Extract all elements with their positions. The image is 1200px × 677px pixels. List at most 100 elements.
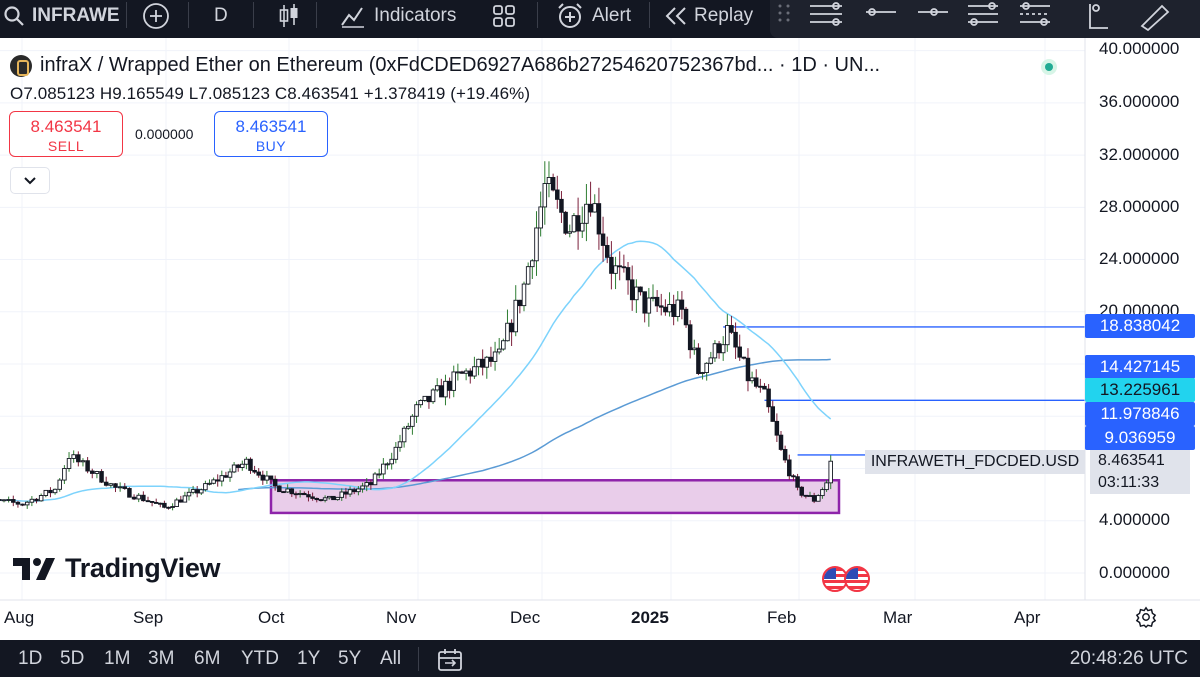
candle-body bbox=[15, 501, 21, 505]
alert-button[interactable]: Alert bbox=[556, 0, 631, 32]
indicators-button[interactable]: Indicators bbox=[340, 0, 456, 32]
candle-body bbox=[513, 299, 518, 333]
candle-body bbox=[451, 371, 456, 391]
candle-body bbox=[778, 434, 784, 450]
buy-button[interactable]: 8.463541 BUY bbox=[214, 111, 328, 157]
range-button[interactable]: 5Y bbox=[338, 648, 362, 669]
candle-body bbox=[103, 481, 109, 486]
market-status-icon[interactable] bbox=[1041, 59, 1057, 75]
layout-button[interactable] bbox=[492, 0, 516, 32]
candle-body bbox=[122, 486, 128, 489]
candle-body bbox=[725, 325, 730, 346]
candle-body bbox=[592, 203, 597, 213]
candle-body bbox=[696, 347, 701, 374]
range-button[interactable]: 1M bbox=[104, 648, 131, 669]
price-tag[interactable]: 14.427145 bbox=[1085, 355, 1195, 379]
candle-body bbox=[758, 385, 763, 388]
price-tag[interactable]: 9.036959 bbox=[1085, 426, 1195, 450]
us-flag-icon[interactable] bbox=[844, 566, 870, 592]
go-to-date-icon[interactable] bbox=[437, 648, 463, 672]
time-tick: 2025 bbox=[631, 608, 669, 627]
compare-button[interactable] bbox=[142, 0, 170, 32]
us-flag-icon[interactable] bbox=[822, 566, 848, 592]
candle-body bbox=[335, 496, 340, 501]
candle-body bbox=[546, 177, 552, 184]
candle-body bbox=[62, 468, 67, 481]
candle-body bbox=[459, 371, 465, 374]
chart-legend[interactable]: infraX / Wrapped Ether on Ethereum (0xFd… bbox=[10, 54, 880, 77]
candle-body bbox=[753, 377, 759, 387]
collapse-legend-button[interactable] bbox=[10, 167, 50, 194]
symbol-price-label: INFRAWETH_FDCDED.USD bbox=[865, 450, 1085, 474]
symbol-search[interactable]: INFRAWE bbox=[2, 0, 120, 32]
candle-body bbox=[534, 227, 539, 262]
candle-body bbox=[588, 203, 593, 213]
symbol-label: INFRAWE bbox=[32, 5, 120, 26]
search-icon bbox=[4, 6, 24, 26]
economic-events[interactable] bbox=[822, 566, 872, 592]
candle-body bbox=[174, 499, 179, 507]
candle-body bbox=[530, 260, 535, 268]
range-button[interactable]: YTD bbox=[241, 648, 279, 669]
candle-body bbox=[517, 299, 523, 307]
settings-icon[interactable] bbox=[1135, 606, 1157, 628]
candle-body bbox=[795, 476, 800, 488]
utc-clock[interactable]: 20:48:26 UTC bbox=[1069, 648, 1188, 669]
candle-body bbox=[567, 231, 573, 234]
candle-body bbox=[609, 256, 614, 274]
candle-body bbox=[190, 489, 196, 493]
candle-body bbox=[737, 346, 742, 358]
candle-body bbox=[368, 482, 374, 486]
bottom-toolbar: 1D 5D 1M 3M 6M YTD 1Y 5Y All 20:48:26 UT… bbox=[0, 640, 1200, 677]
candle-body bbox=[85, 460, 90, 472]
price-tick: 36.000000 bbox=[1099, 92, 1180, 111]
range-button[interactable]: 1D bbox=[18, 648, 43, 669]
candle-body bbox=[807, 495, 813, 497]
candle-body bbox=[476, 358, 481, 368]
sell-button[interactable]: 8.463541 SELL bbox=[9, 111, 123, 157]
candle-body bbox=[663, 306, 668, 313]
price-chart[interactable] bbox=[0, 38, 1200, 638]
candle-body bbox=[170, 506, 175, 508]
range-button[interactable]: All bbox=[380, 648, 402, 669]
candle-body bbox=[34, 498, 39, 502]
candle-body bbox=[650, 296, 656, 299]
candle-body bbox=[153, 501, 159, 504]
candle-body bbox=[281, 491, 286, 494]
candle-body bbox=[231, 464, 237, 473]
range-button[interactable]: 6M bbox=[194, 648, 221, 669]
candle-body bbox=[215, 479, 220, 482]
price-tag[interactable]: 13.225961 bbox=[1085, 378, 1195, 402]
candle-body bbox=[791, 475, 796, 478]
candle-body bbox=[762, 385, 767, 390]
candle-body bbox=[268, 475, 274, 480]
price-tag[interactable]: 18.838042 bbox=[1085, 314, 1195, 338]
candle-body bbox=[158, 502, 163, 505]
candle-body bbox=[223, 475, 229, 478]
sell-price: 8.463541 bbox=[30, 117, 102, 136]
candle-body bbox=[659, 305, 664, 308]
indicators-icon bbox=[341, 7, 364, 28]
replay-button[interactable]: Replay bbox=[664, 0, 753, 32]
candle-body bbox=[774, 420, 780, 436]
range-button[interactable]: 1Y bbox=[297, 648, 321, 669]
horizontal-lines[interactable] bbox=[723, 326, 1085, 456]
replay-label: Replay bbox=[694, 5, 754, 26]
grid-icon bbox=[493, 5, 515, 27]
candlesticks bbox=[0, 161, 833, 511]
price-tag[interactable]: 11.978846 bbox=[1085, 402, 1195, 426]
candle-body bbox=[252, 469, 257, 473]
chart-type-button[interactable] bbox=[278, 0, 300, 32]
candle-body bbox=[331, 495, 336, 501]
candle-body bbox=[235, 464, 241, 468]
tradingview-logo[interactable]: TradingView bbox=[13, 553, 221, 584]
candle-body bbox=[621, 266, 627, 269]
price-tick: 0.000000 bbox=[1099, 563, 1170, 582]
range-button[interactable]: 5D bbox=[60, 648, 85, 669]
range-button[interactable]: 3M bbox=[148, 648, 175, 669]
interval-button[interactable]: D bbox=[214, 0, 228, 32]
candle-body bbox=[629, 279, 635, 301]
chevron-down-icon bbox=[24, 176, 36, 184]
support-zone[interactable] bbox=[269, 479, 841, 515]
candle-body bbox=[480, 358, 485, 368]
